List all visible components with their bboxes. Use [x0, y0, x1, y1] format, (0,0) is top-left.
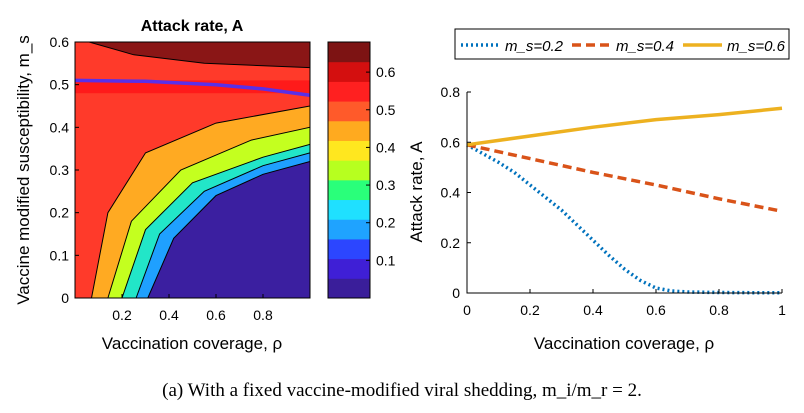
heatmap-contours: [75, 42, 310, 298]
line-y-tick-label: 0: [452, 285, 460, 301]
heatmap-x-label: Vaccination coverage, ρ: [102, 334, 282, 353]
line-x-tick-label: 0.4: [583, 302, 603, 318]
heatmap-y-tick-label: 0.1: [50, 247, 70, 263]
line-y-tick-label: 0.6: [441, 134, 461, 150]
contour-line-0.2: [135, 152, 310, 298]
line-x-tick-label: 0.8: [709, 302, 729, 318]
colorbar-frame: [327, 41, 371, 299]
colorbar-tick-label: 0.5: [376, 102, 396, 118]
contour-line-0.5: [91, 105, 310, 298]
colorbar-tick-label: 0.1: [376, 252, 396, 268]
heatmap-y-ticks: 0 0.1 0.2 0.3 0.4 0.5 0.6: [50, 34, 79, 306]
colorbar-segment: [328, 258, 370, 279]
contour-line-0.6: [88, 42, 310, 69]
line-x-ticks: 0 0.2 0.4 0.6 0.8 1: [463, 289, 786, 318]
line-y-ticks: 0 0.2 0.4 0.6 0.8: [441, 84, 471, 301]
heatmap-y-tick-label: 0.6: [50, 34, 70, 50]
line-panel: m_s=0.2 m_s=0.4 m_s=0.6 0 0.2 0.4 0.6 0.8 1 0…: [407, 28, 790, 353]
line-y-tick-label: 0.2: [441, 235, 461, 251]
legend-label-ms02: m_s=0.2: [505, 38, 564, 55]
line-x-label: Vaccination coverage, ρ: [534, 334, 714, 353]
heatmap-y-tick-label: 0.3: [50, 162, 70, 178]
line-y-label: Attack rate, A: [407, 141, 426, 243]
colorbar-segment: [328, 219, 370, 240]
series-line-2: [466, 106, 783, 147]
colorbar-tick-label: 0.2: [376, 215, 396, 231]
heatmap-band-low: [147, 161, 310, 298]
colorbar-segment: [328, 61, 370, 82]
colorbar: [328, 42, 370, 299]
heatmap-y-tick-label: 0: [61, 290, 69, 306]
colorbar-segment: [328, 101, 370, 122]
heatmap-bands: [75, 42, 310, 298]
colorbar-segment: [328, 278, 370, 299]
heatmap-x-tick-label: 0.4: [159, 307, 179, 323]
line-x-tick-label: 0.2: [520, 302, 540, 318]
legend-label-ms04: m_s=0.4: [616, 38, 674, 55]
heatmap-y-tick-label: 0.2: [50, 205, 70, 221]
heatmap-x-tick-label: 0.6: [206, 307, 226, 323]
heatmap-band-red: [75, 42, 310, 298]
heatmap-band-peak: [75, 80, 310, 94]
colorbar-tick-label: 0.3: [376, 177, 396, 193]
heatmap-y-tick-label: 0.4: [50, 119, 70, 135]
line-x-tick-label: 0: [463, 302, 471, 318]
heatmap-panel: Attack rate, A 0.2 0.4 0.6 0.8 00.10.20.30.…: [14, 18, 396, 353]
line-x-tick-label: 1: [778, 302, 786, 318]
colorbar-ticks: 0.1 0.2 0.3 0.4 0.5 0.6: [366, 64, 396, 268]
line-series: [466, 106, 783, 295]
line-y-tick-label: 0.8: [441, 84, 461, 100]
colorbar-segment: [328, 120, 370, 141]
heatmap-band-top: [89, 42, 310, 68]
colorbar-segment: [328, 199, 370, 220]
heatmap-y-label: Vaccine modified susceptibility, m_s: [14, 35, 33, 305]
colorbar-segment: [328, 179, 370, 201]
legend-box: [454, 28, 790, 60]
colorbar-segment: [328, 160, 370, 181]
legend: m_s=0.2 m_s=0.4 m_s=0.6: [454, 28, 790, 60]
heatmap-title: Attack rate, A: [141, 18, 244, 35]
colorbar-tick-label: 0.6: [376, 64, 396, 80]
heatmap-y-tick-label: 0.5: [50, 77, 70, 93]
series-line-0: [466, 143, 782, 295]
series-line-1: [466, 143, 783, 214]
colorbar-segment: [328, 42, 370, 63]
contour-line-0.1: [147, 161, 310, 298]
legend-label-ms06: m_s=0.6: [727, 38, 786, 55]
contour-line-0.3: [121, 143, 310, 298]
line-y-tick-label: 0.4: [441, 185, 461, 201]
heatmap-x-ticks: 0.2 0.4 0.6 0.8: [112, 294, 273, 323]
contour-line-0.4: [107, 126, 310, 298]
figure-caption: (a) With a fixed vaccine-modified viral …: [162, 380, 642, 401]
colorbar-tick-label: 0.4: [376, 139, 396, 155]
colorbar-segment: [328, 81, 370, 102]
heatmap-x-tick-label: 0.8: [253, 307, 273, 323]
colorbar-segment: [328, 140, 370, 161]
heatmap-x-tick-label: 0.2: [112, 307, 132, 323]
threshold-line: [75, 78, 310, 98]
colorbar-segment: [328, 238, 370, 260]
line-x-tick-label: 0.6: [646, 302, 666, 318]
